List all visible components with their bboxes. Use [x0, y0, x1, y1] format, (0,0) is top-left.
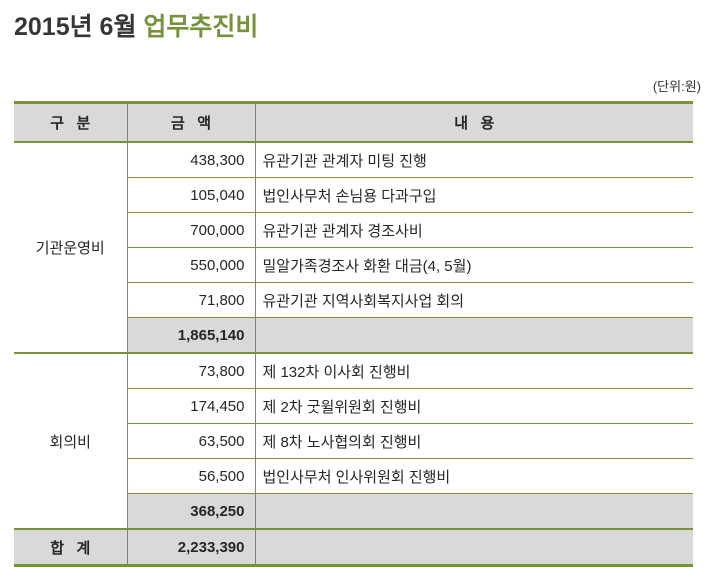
table-row: 700,000 유관기관 관계자 경조사비: [14, 212, 693, 248]
subtotal-amount: 1,865,140: [127, 317, 256, 353]
title-subject: 업무추진비: [143, 13, 259, 41]
subtotal-amount: 368,250: [127, 493, 256, 529]
table-row: 회의비 73,800 제 132차 이사회 진행비: [14, 353, 693, 529]
subtotal-row: 1,865,140: [14, 317, 693, 353]
table-row: 105,040 법인사무처 손님용 다과구입: [14, 177, 693, 213]
amount-cell: 174,450: [127, 388, 256, 424]
amount-cell: 550,000: [127, 247, 256, 283]
content-cell: 제 132차 이사회 진행비: [255, 353, 693, 389]
section-operations: 기관운영비 438,300 유관기관 관계자 미팅 진행 105,040 법인사…: [14, 142, 693, 353]
table-row: 550,000 밀알가족경조사 화환 대금(4, 5월): [14, 247, 693, 283]
amount-cell: 73,800: [127, 353, 256, 389]
table-row: 63,500 제 8차 노사협의회 진행비: [14, 423, 693, 459]
table-row: 174,450 제 2차 굿윌위원회 진행비: [14, 388, 693, 424]
section-total: 합 계 2,233,390: [14, 529, 693, 566]
expense-table: 구 분 금 액 내 용 기관운영비 438,300 유관기관 관계자 미팅 진행…: [14, 101, 693, 567]
content-cell: 밀알가족경조사 화환 대금(4, 5월): [255, 247, 693, 283]
total-content-empty: [255, 529, 693, 566]
content-cell: 제 8차 노사협의회 진행비: [255, 423, 693, 459]
amount-cell: 63,500: [127, 423, 256, 459]
header-amount: 금 액: [127, 102, 256, 143]
content-cell: 제 2차 굿윌위원회 진행비: [255, 388, 693, 424]
table-header: 구 분 금 액 내 용: [14, 102, 693, 143]
total-row: 합 계 2,233,390: [14, 529, 693, 566]
table-row: 71,800 유관기관 지역사회복지사업 회의: [14, 282, 693, 318]
amount-cell: 56,500: [127, 458, 256, 494]
total-amount: 2,233,390: [127, 529, 256, 566]
content-cell: 유관기관 관계자 경조사비: [255, 212, 693, 248]
header-category: 구 분: [14, 102, 128, 143]
content-cell: 유관기관 지역사회복지사업 회의: [255, 282, 693, 318]
content-cell: 유관기관 관계자 미팅 진행: [255, 142, 693, 178]
subtotal-content-empty: [255, 493, 693, 529]
subtotal-row: 368,250: [14, 493, 693, 529]
total-label: 합 계: [14, 529, 128, 566]
amount-cell: 700,000: [127, 212, 256, 248]
page-title: 2015년 6월 업무추진비: [14, 12, 693, 42]
content-cell: 법인사무처 인사위원회 진행비: [255, 458, 693, 494]
header-content: 내 용: [255, 102, 693, 143]
content-cell: 법인사무처 손님용 다과구입: [255, 177, 693, 213]
table-row: 56,500 법인사무처 인사위원회 진행비: [14, 458, 693, 494]
amount-cell: 105,040: [127, 177, 256, 213]
amount-cell: 71,800: [127, 282, 256, 318]
amount-cell: 438,300: [127, 142, 256, 178]
category-cell: 기관운영비: [14, 142, 128, 353]
unit-label: (단위:원): [652, 79, 701, 94]
section-meetings: 회의비 73,800 제 132차 이사회 진행비 174,450 제 2차 굿…: [14, 353, 693, 529]
report-page: 2015년 6월 업무추진비 (단위:원) 구 분 금 액 내 용 기관운영비 …: [14, 12, 701, 567]
table-row: 기관운영비 438,300 유관기관 관계자 미팅 진행: [14, 142, 693, 353]
category-cell: 회의비: [14, 353, 128, 529]
subtotal-content-empty: [255, 317, 693, 353]
title-period: 2015년 6월: [14, 13, 144, 41]
header-row: 구 분 금 액 내 용: [14, 102, 693, 143]
